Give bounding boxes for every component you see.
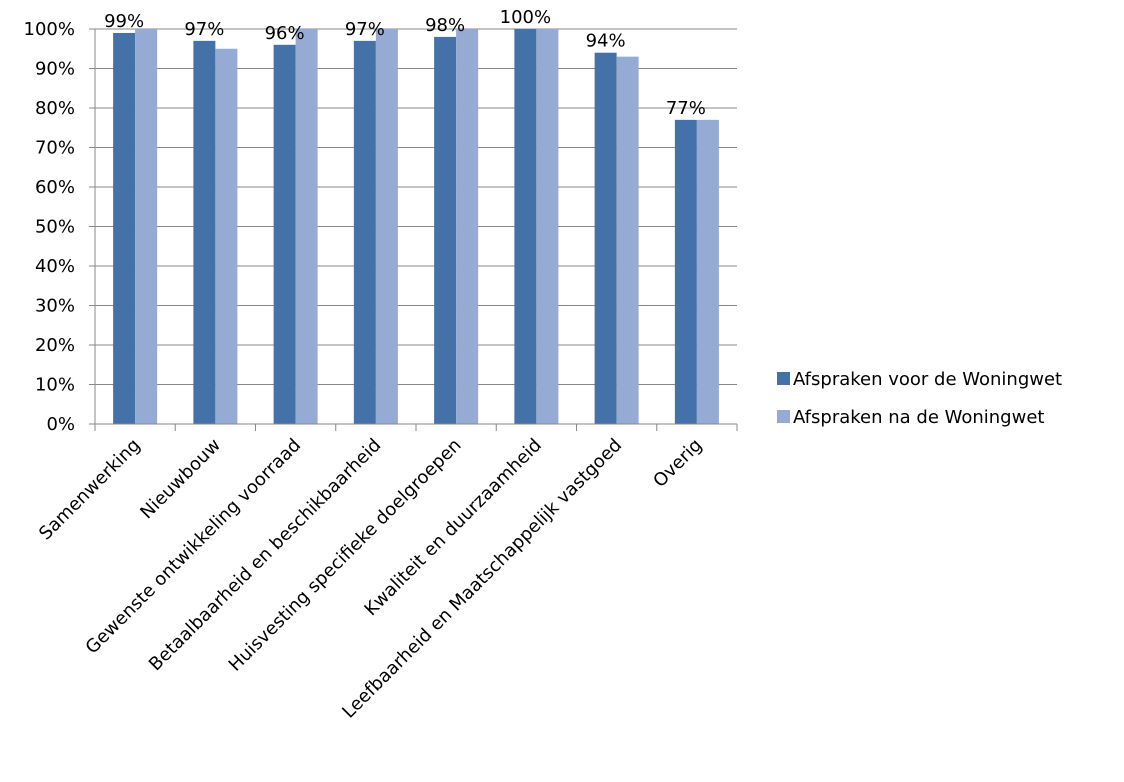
y-tick-label: 100% — [24, 19, 75, 40]
bar-series-2 — [295, 29, 318, 424]
bar-series-1 — [434, 36, 457, 425]
y-tick-label: 50% — [35, 217, 75, 238]
gridlines — [95, 28, 737, 385]
y-tick-label: 80% — [35, 98, 75, 119]
data-labels: 99% 97% 96% 97% 98% 100% 94% 77% — [104, 7, 706, 119]
y-tick-label: 70% — [35, 138, 75, 159]
data-label: 97% — [345, 19, 385, 40]
bar-series-2 — [696, 119, 719, 424]
y-tick-label: 60% — [35, 177, 75, 198]
bar-series-1 — [113, 32, 136, 424]
legend-label: Afspraken na de Woningwet — [793, 407, 1044, 428]
x-category-label: Leefbaarheid en Maatschappelijk vastgoed — [338, 435, 626, 723]
bar-series-1 — [273, 44, 296, 425]
legend-label: Afspraken voor de Woningwet — [793, 369, 1062, 390]
data-label: 98% — [425, 15, 465, 36]
data-label: 99% — [104, 11, 144, 32]
bar-series-1 — [514, 29, 537, 424]
data-label: 77% — [666, 98, 706, 119]
x-category-label: Samenwerking — [35, 435, 145, 545]
bar-series-2 — [616, 56, 639, 425]
y-tick-label: 0% — [46, 414, 75, 435]
data-label: 100% — [500, 7, 551, 28]
bar-series-1 — [353, 40, 376, 424]
legend-swatch — [777, 372, 790, 385]
x-category-label: Overig — [649, 435, 706, 492]
data-label: 97% — [184, 19, 224, 40]
legend: Afspraken voor de Woningwet Afspraken na … — [777, 369, 1062, 428]
bar-series-2 — [536, 29, 559, 424]
bar-series-2 — [375, 29, 398, 424]
bar-series-1 — [193, 40, 216, 424]
y-tick-label: 10% — [35, 375, 75, 396]
y-tick-label: 40% — [35, 256, 75, 277]
y-tick-label: 90% — [35, 59, 75, 80]
bars — [113, 29, 719, 425]
bar-series-2 — [135, 29, 158, 424]
bar-series-1 — [674, 119, 697, 424]
bar-series-2 — [215, 48, 238, 424]
y-tick-label: 30% — [35, 296, 75, 317]
x-category-label: Nieuwbouw — [136, 435, 225, 524]
data-label: 94% — [586, 31, 626, 52]
legend-swatch — [777, 410, 790, 423]
data-label: 96% — [265, 23, 305, 44]
bar-series-2 — [456, 29, 479, 424]
bar-series-1 — [594, 52, 617, 424]
y-tick-label: 20% — [35, 335, 75, 356]
